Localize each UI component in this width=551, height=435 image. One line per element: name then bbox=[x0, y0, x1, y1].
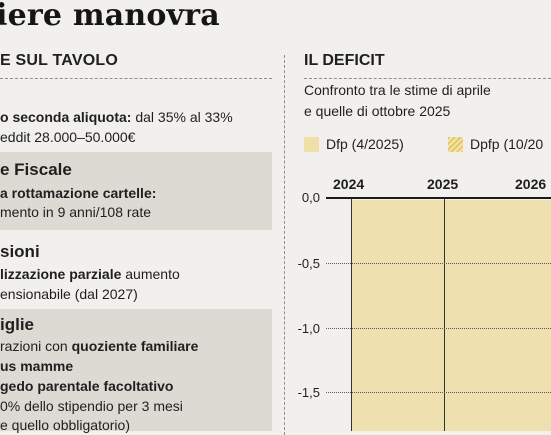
legend-label-dpfp: Dpfp (10/20 bbox=[470, 136, 544, 152]
item-2-bold: a rottamazione cartelle: bbox=[0, 185, 157, 201]
item-4-line-4: 0% dello stipendio per 3 mesi bbox=[0, 398, 183, 414]
y-tick-0: 0,0 bbox=[301, 190, 320, 205]
gridline-minus-0-5 bbox=[326, 263, 551, 264]
item-4-bold: quoziente familiare bbox=[71, 338, 199, 354]
gridline-minus-1-5 bbox=[326, 392, 551, 393]
year-separator-2 bbox=[444, 198, 445, 431]
item-4-heading: iglie bbox=[0, 315, 35, 334]
deficit-header: IL DEFICIT bbox=[304, 52, 385, 69]
item-3-line-2: ensionabile (dal 2027) bbox=[0, 286, 138, 302]
subtitle-line-1: Confronto tra le stime di aprile bbox=[304, 82, 491, 98]
item-3-rest: aumento bbox=[121, 266, 180, 282]
item-1-line-2: eddit 28.000–50.000€ bbox=[0, 129, 136, 145]
column-divider bbox=[284, 55, 285, 435]
left-header-rule bbox=[0, 78, 272, 79]
item-4-box bbox=[0, 309, 272, 431]
deficit-subtitle: Confronto tra le stime di aprile e quell… bbox=[304, 80, 491, 122]
item-1-rest: dal 35% al 33% bbox=[131, 109, 233, 125]
y-tick-minus-1-5: -1,5 bbox=[297, 385, 320, 400]
y-tick-minus-0-5: -0,5 bbox=[297, 256, 320, 271]
page-title: iere manovra bbox=[0, 0, 220, 33]
legend-swatch-dpfp bbox=[448, 137, 463, 152]
item-3-heading: sioni bbox=[0, 242, 40, 261]
item-4-line-2: us mamme bbox=[0, 358, 74, 374]
legend-label-dfp: Dfp (4/2025) bbox=[326, 136, 404, 152]
item-4-line-3: gedo parentale facoltativo bbox=[0, 378, 174, 394]
year-label-2026: 2026 bbox=[515, 176, 547, 192]
item-2-box bbox=[0, 152, 272, 230]
year-label-2024: 2024 bbox=[333, 176, 365, 192]
item-2-line-2: mento in 9 anni/108 rate bbox=[0, 204, 151, 220]
right-header-rule bbox=[304, 78, 551, 79]
gridline-minus-1-0 bbox=[326, 328, 551, 329]
y-tick-minus-1-0: -1,0 bbox=[297, 321, 320, 336]
zero-axis-line bbox=[326, 197, 551, 199]
item-4-line-5: e quello obbligatorio) bbox=[0, 417, 130, 433]
item-4-rest: razioni con bbox=[0, 338, 72, 354]
item-1-bold: o seconda aliquota: bbox=[0, 109, 132, 125]
plot-area bbox=[351, 200, 551, 431]
deficit-chart: 2024 2025 2026 0,0 -0,5 -1,0 -1,5 bbox=[284, 170, 551, 431]
left-section-header: E SUL TAVOLO bbox=[0, 52, 118, 69]
year-label-2025: 2025 bbox=[427, 176, 459, 192]
item-3-bold: lizzazione parziale bbox=[0, 266, 122, 282]
legend-swatch-dfp bbox=[304, 137, 319, 152]
year-separator-1 bbox=[351, 198, 352, 431]
item-2-heading: e Fiscale bbox=[0, 160, 72, 179]
subtitle-line-2: e quelle di ottobre 2025 bbox=[304, 103, 451, 119]
item-1-line-1: o seconda aliquota: dal 35% al 33% bbox=[0, 107, 233, 127]
